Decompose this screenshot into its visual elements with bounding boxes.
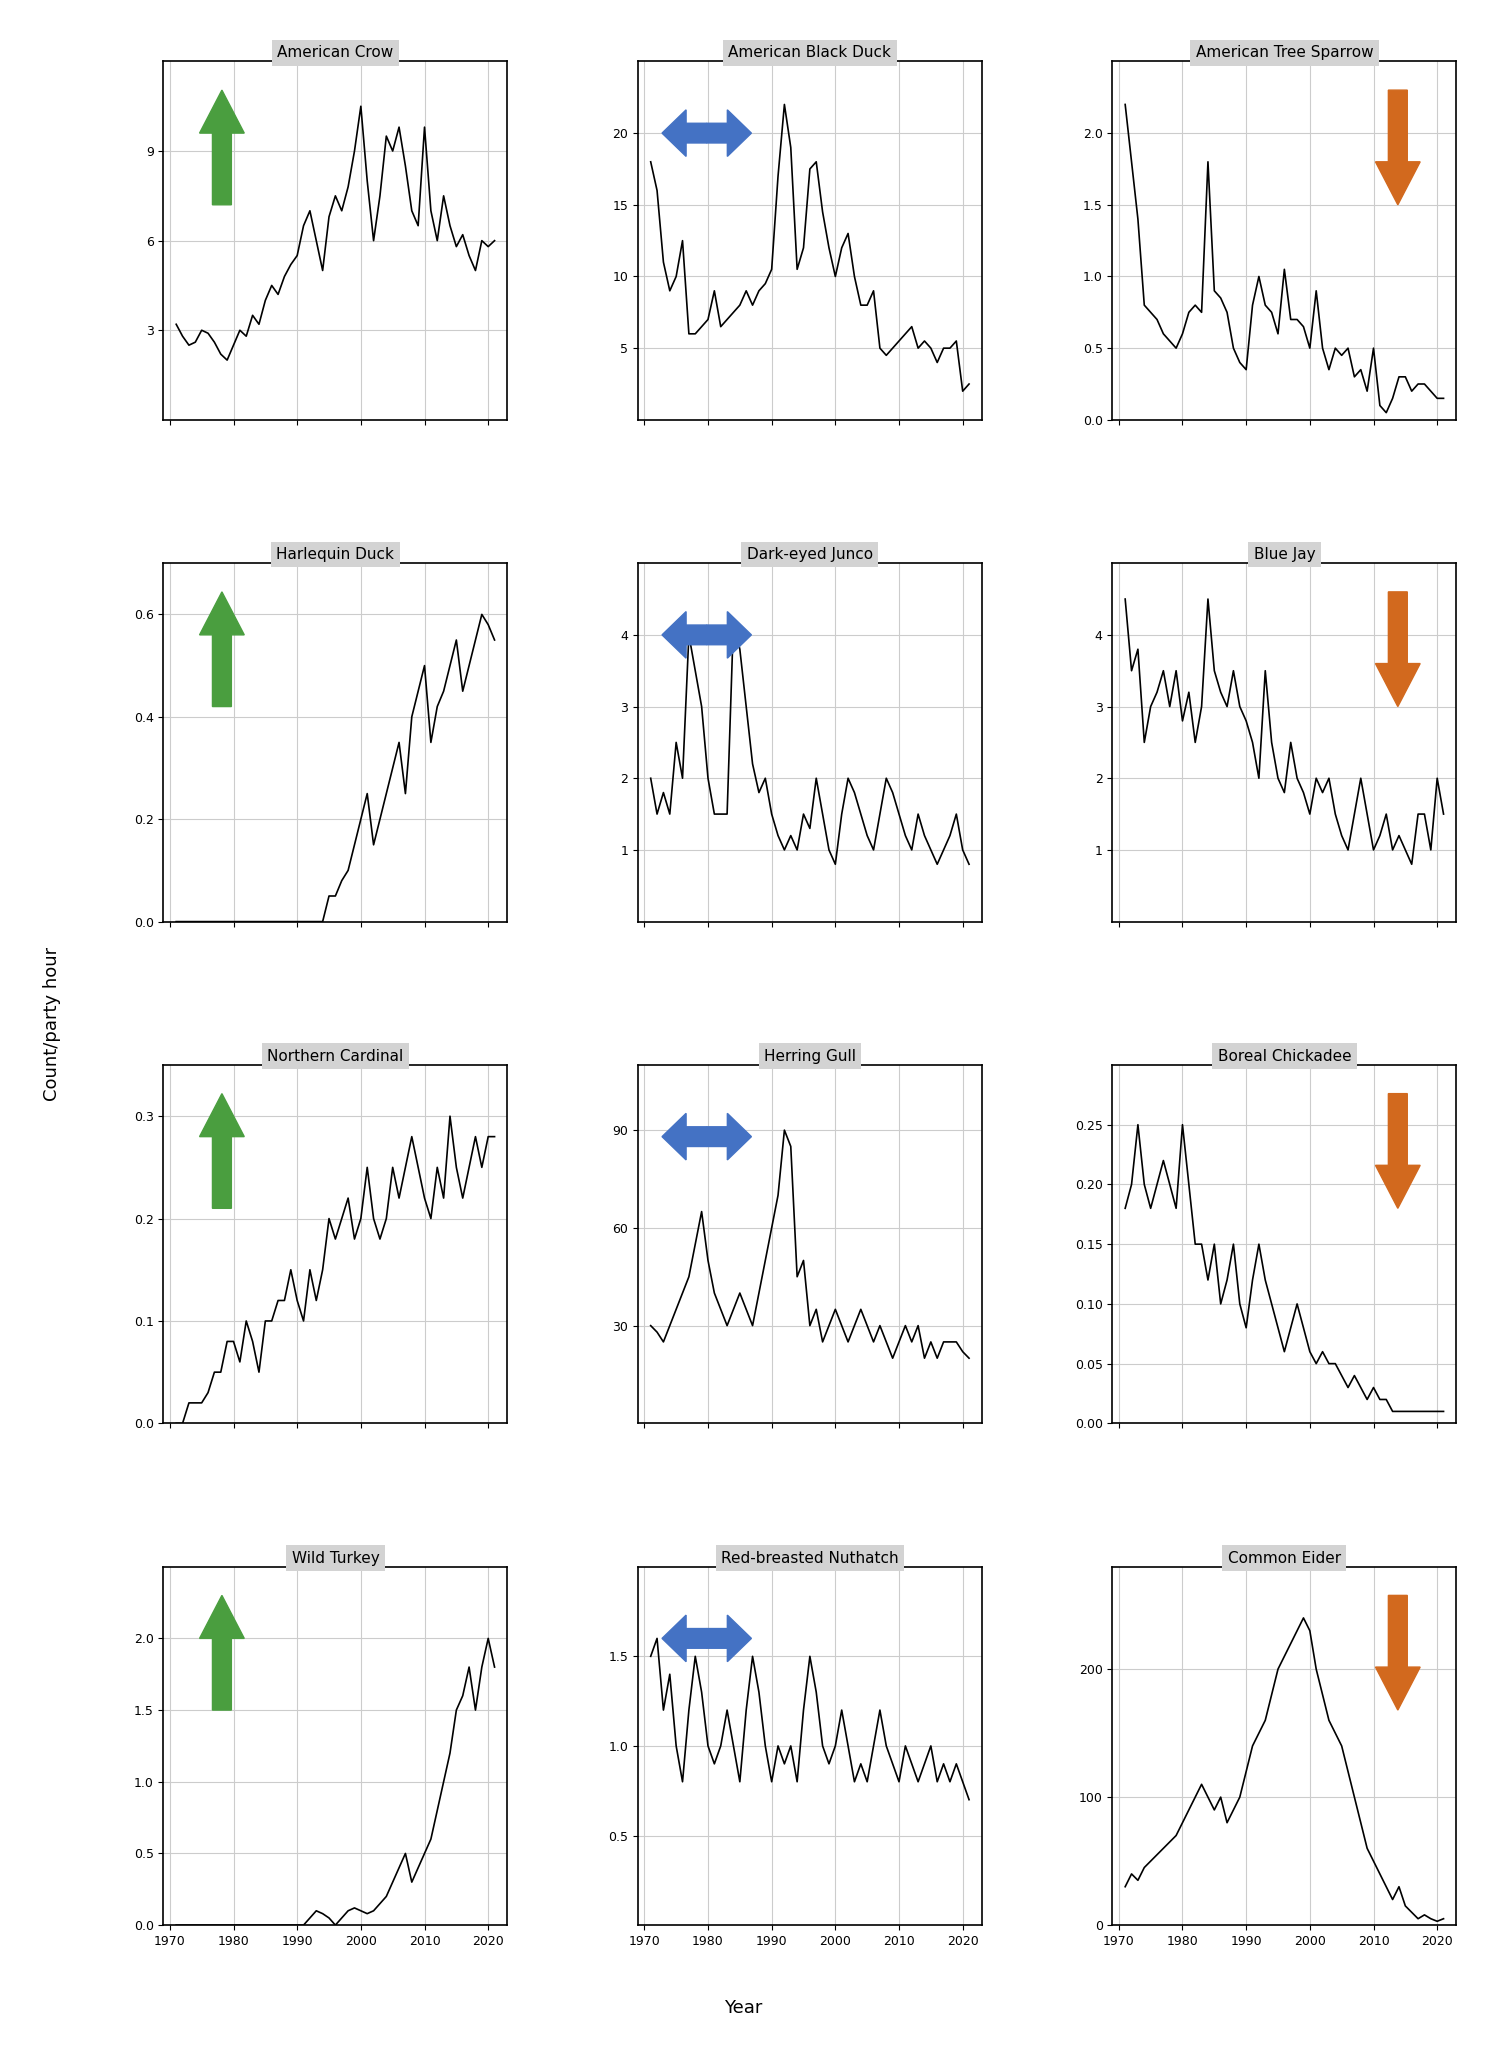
FancyArrow shape <box>199 1595 244 1710</box>
FancyArrow shape <box>663 111 707 156</box>
Title: Wild Turkey: Wild Turkey <box>291 1550 379 1565</box>
FancyArrow shape <box>1376 1595 1421 1710</box>
FancyArrow shape <box>707 111 752 156</box>
Title: American Black Duck: American Black Duck <box>728 45 892 59</box>
Title: Common Eider: Common Eider <box>1227 1550 1340 1565</box>
Title: American Crow: American Crow <box>278 45 394 59</box>
Text: Count/party hour: Count/party hour <box>43 946 61 1102</box>
Title: American Tree Sparrow: American Tree Sparrow <box>1196 45 1373 59</box>
Title: Herring Gull: Herring Gull <box>764 1049 856 1063</box>
Title: Dark-eyed Junco: Dark-eyed Junco <box>747 547 872 561</box>
FancyArrow shape <box>199 592 244 707</box>
Title: Blue Jay: Blue Jay <box>1254 547 1315 561</box>
FancyArrow shape <box>663 1114 707 1159</box>
Title: Red-breasted Nuthatch: Red-breasted Nuthatch <box>721 1550 899 1565</box>
FancyArrow shape <box>707 612 752 657</box>
Title: Northern Cardinal: Northern Cardinal <box>267 1049 404 1063</box>
FancyArrow shape <box>1376 90 1421 205</box>
FancyArrow shape <box>199 1094 244 1208</box>
FancyArrow shape <box>663 1616 707 1661</box>
FancyArrow shape <box>707 1114 752 1159</box>
Text: Year: Year <box>724 1999 762 2017</box>
Title: Harlequin Duck: Harlequin Duck <box>276 547 394 561</box>
FancyArrow shape <box>199 90 244 205</box>
FancyArrow shape <box>1376 1094 1421 1208</box>
Title: Boreal Chickadee: Boreal Chickadee <box>1217 1049 1351 1063</box>
FancyArrow shape <box>663 612 707 657</box>
FancyArrow shape <box>707 1616 752 1661</box>
FancyArrow shape <box>1376 592 1421 707</box>
